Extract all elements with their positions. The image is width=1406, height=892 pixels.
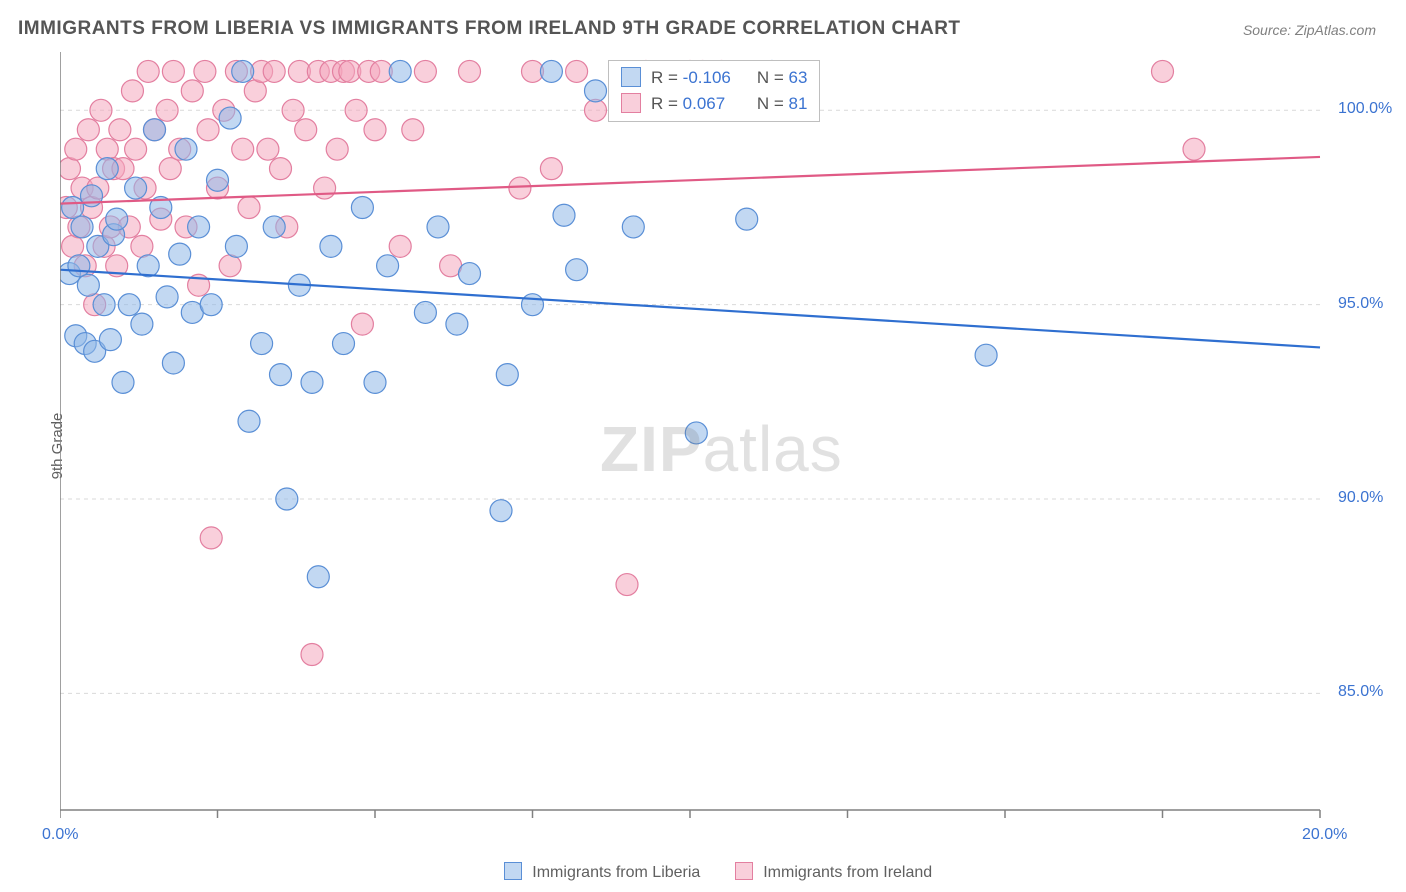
legend-label-liberia: Immigrants from Liberia bbox=[532, 864, 700, 881]
stats-swatch bbox=[621, 93, 641, 113]
stats-swatch bbox=[621, 67, 641, 87]
xtick-label: 20.0% bbox=[1302, 826, 1347, 844]
stats-row: R = -0.106 N = 63 bbox=[621, 65, 807, 91]
legend-label-ireland: Immigrants from Ireland bbox=[763, 864, 932, 881]
ytick-label: 95.0% bbox=[1338, 295, 1383, 313]
source-label: Source: ZipAtlas.com bbox=[1243, 22, 1376, 38]
legend-swatch-ireland bbox=[735, 862, 753, 880]
stats-legend-box: R = -0.106 N = 63R = 0.067 N = 81 bbox=[608, 60, 820, 122]
ytick-label: 100.0% bbox=[1338, 100, 1392, 118]
ytick-label: 90.0% bbox=[1338, 489, 1383, 507]
scatter-chart bbox=[60, 52, 1378, 828]
xtick-label: 0.0% bbox=[42, 826, 78, 844]
bottom-legend: Immigrants from Liberia Immigrants from … bbox=[0, 862, 1406, 882]
ytick-label: 85.0% bbox=[1338, 683, 1383, 701]
stats-row: R = 0.067 N = 81 bbox=[621, 91, 807, 117]
plot-container: ZIPatlas R = -0.106 N = 63R = 0.067 N = … bbox=[60, 52, 1378, 828]
legend-swatch-liberia bbox=[504, 862, 522, 880]
chart-title: IMMIGRANTS FROM LIBERIA VS IMMIGRANTS FR… bbox=[18, 18, 961, 40]
